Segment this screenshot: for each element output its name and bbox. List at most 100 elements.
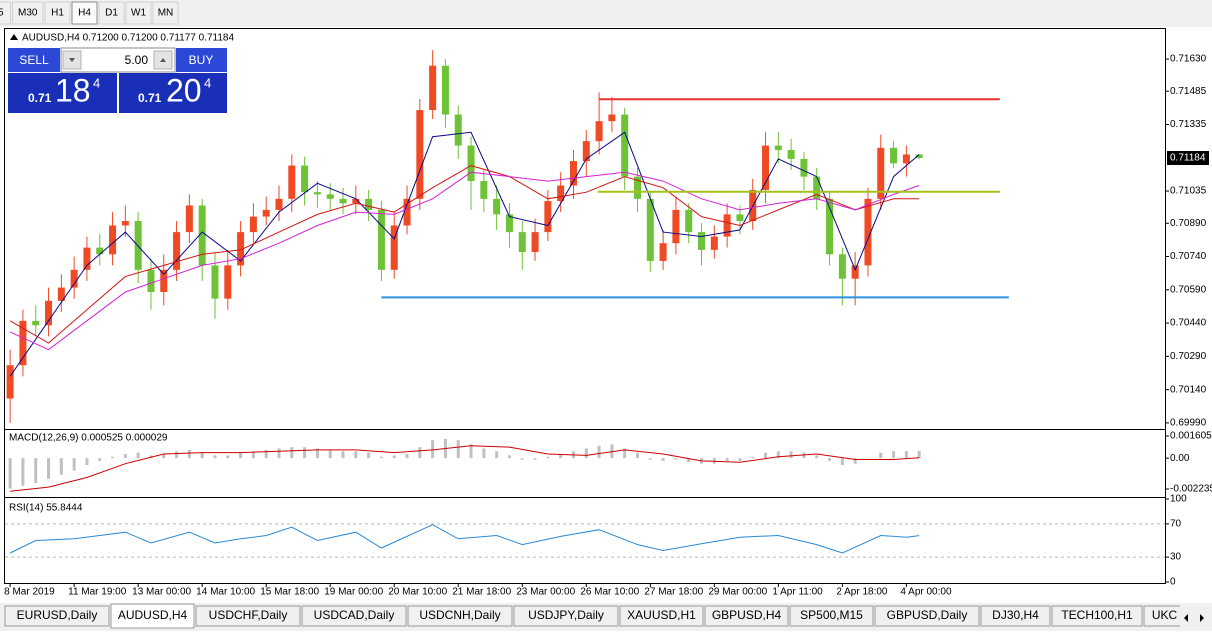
symbol-tab[interactable]	[704, 605, 789, 627]
macd-bar	[789, 451, 793, 459]
candle-body	[365, 198, 373, 210]
macd-bar	[725, 458, 729, 461]
sell-label[interactable]: SELL	[19, 53, 49, 67]
timeframe-label[interactable]: H1	[51, 8, 64, 19]
timeframe-label[interactable]: M30	[18, 8, 38, 19]
macd-bar	[469, 444, 473, 459]
symbol-tab[interactable]	[619, 605, 704, 627]
candle-body	[736, 214, 744, 222]
candle-body	[352, 198, 360, 204]
tab-label[interactable]: EURUSD,Daily	[17, 608, 98, 622]
symbol-tab[interactable]	[980, 605, 1051, 627]
candle-body	[544, 201, 552, 233]
macd-bar	[892, 451, 896, 459]
macd-bar	[635, 452, 639, 459]
x-tick-label: 27 Mar 18:00	[644, 587, 703, 598]
macd-bar	[367, 452, 371, 459]
tab-label[interactable]: USDJPY,Daily	[528, 608, 604, 622]
tab-scroll-right[interactable]	[1200, 614, 1204, 622]
macd-bar	[315, 448, 319, 459]
sell-button[interactable]	[8, 48, 60, 72]
symbol-tab[interactable]	[407, 605, 513, 627]
candle-body	[813, 176, 821, 199]
macd-bar	[495, 451, 499, 459]
macd-bar	[226, 455, 230, 459]
symbol-tab[interactable]	[195, 605, 301, 627]
timeframe-button[interactable]	[125, 1, 152, 25]
tab-scroll-left[interactable]	[1184, 614, 1188, 622]
macd-bar	[239, 452, 243, 459]
timeframe-label[interactable]: 5	[0, 8, 4, 19]
tab-label[interactable]: USDCNH,Daily	[419, 608, 500, 622]
buy-label[interactable]: BUY	[189, 53, 214, 67]
timeframe-button[interactable]	[12, 1, 44, 25]
candle-body	[800, 158, 808, 177]
timeframe-label[interactable]: H4	[78, 8, 91, 19]
candle-body	[147, 269, 155, 293]
candle-body	[557, 185, 565, 202]
tab-label[interactable]: XAUUSD,H1	[627, 608, 696, 622]
tab-label[interactable]: SP500,M15	[800, 608, 863, 622]
y-tick-label: 0.70740	[1170, 251, 1207, 262]
lots-value[interactable]: 5.00	[125, 53, 149, 67]
candle-body	[313, 192, 321, 195]
moving-average	[9, 171, 920, 351]
symbol-tab[interactable]	[789, 605, 874, 627]
candle-body	[19, 320, 27, 366]
candle-body	[262, 209, 270, 217]
candle-body	[109, 225, 117, 255]
tab-label[interactable]: TECH100,H1	[1061, 608, 1133, 622]
tab-label[interactable]: GBPUSD,Daily	[887, 608, 968, 622]
buy-price-box[interactable]	[119, 73, 227, 113]
macd-bar	[559, 454, 563, 459]
candle-body	[185, 205, 193, 233]
timeframe-button[interactable]	[152, 1, 179, 25]
buy-price-prefix: 0.71	[138, 91, 162, 105]
chart-header: AUDUSD,H4 0.71200 0.71200 0.71177 0.7118…	[22, 33, 234, 44]
timeframe-label[interactable]: W1	[131, 8, 146, 19]
macd-bar	[21, 458, 25, 486]
candle-body	[569, 161, 577, 186]
symbol-tab[interactable]	[513, 605, 619, 627]
candle-body	[826, 198, 834, 255]
symbol-tab[interactable]	[110, 603, 195, 629]
arrow-up	[160, 58, 166, 62]
macd-bar	[277, 448, 281, 459]
macd-bar	[47, 458, 51, 479]
timeframe-button[interactable]	[98, 1, 125, 25]
x-tick-label: 4 Apr 00:00	[900, 587, 952, 598]
tab-label[interactable]: USDCAD,Daily	[314, 608, 395, 622]
candle-body	[633, 176, 641, 199]
symbol-tab[interactable]	[4, 605, 110, 627]
timeframe-label[interactable]: D1	[105, 8, 118, 19]
tab-label[interactable]: DJ30,H4	[992, 608, 1039, 622]
collapse-icon[interactable]	[10, 34, 18, 40]
candle-body	[339, 198, 347, 204]
tab-label[interactable]: GBPUSD,H4	[712, 608, 782, 622]
candle-body	[198, 205, 206, 266]
candle-body	[774, 145, 782, 151]
candle-body	[454, 114, 462, 146]
tab-label[interactable]: UKC	[1152, 608, 1178, 622]
candle-body	[416, 110, 424, 199]
candle-body	[608, 114, 616, 122]
buy-button[interactable]	[176, 48, 227, 72]
symbol-tab[interactable]	[301, 605, 407, 627]
macd-bar	[751, 456, 755, 459]
timeframe-button[interactable]	[44, 1, 71, 25]
tab-label[interactable]: AUDUSD,H4	[118, 608, 188, 622]
y-tick-label: 0.70140	[1170, 384, 1207, 395]
macd-bar	[354, 451, 358, 459]
timeframe-label[interactable]: MN	[158, 8, 174, 19]
timeframe-button[interactable]	[71, 1, 98, 25]
symbol-tab[interactable]	[874, 605, 980, 627]
x-tick-label: 29 Mar 00:00	[708, 587, 767, 598]
macd-bar	[520, 458, 524, 460]
sell-price-box[interactable]	[8, 73, 117, 113]
symbol-tab[interactable]	[1143, 605, 1185, 627]
timeframe-button[interactable]	[0, 1, 11, 25]
tab-label[interactable]: USDCHF,Daily	[209, 608, 288, 622]
macd-bar	[213, 455, 217, 459]
symbol-tab[interactable]	[1051, 605, 1143, 627]
candle-body	[45, 300, 53, 326]
